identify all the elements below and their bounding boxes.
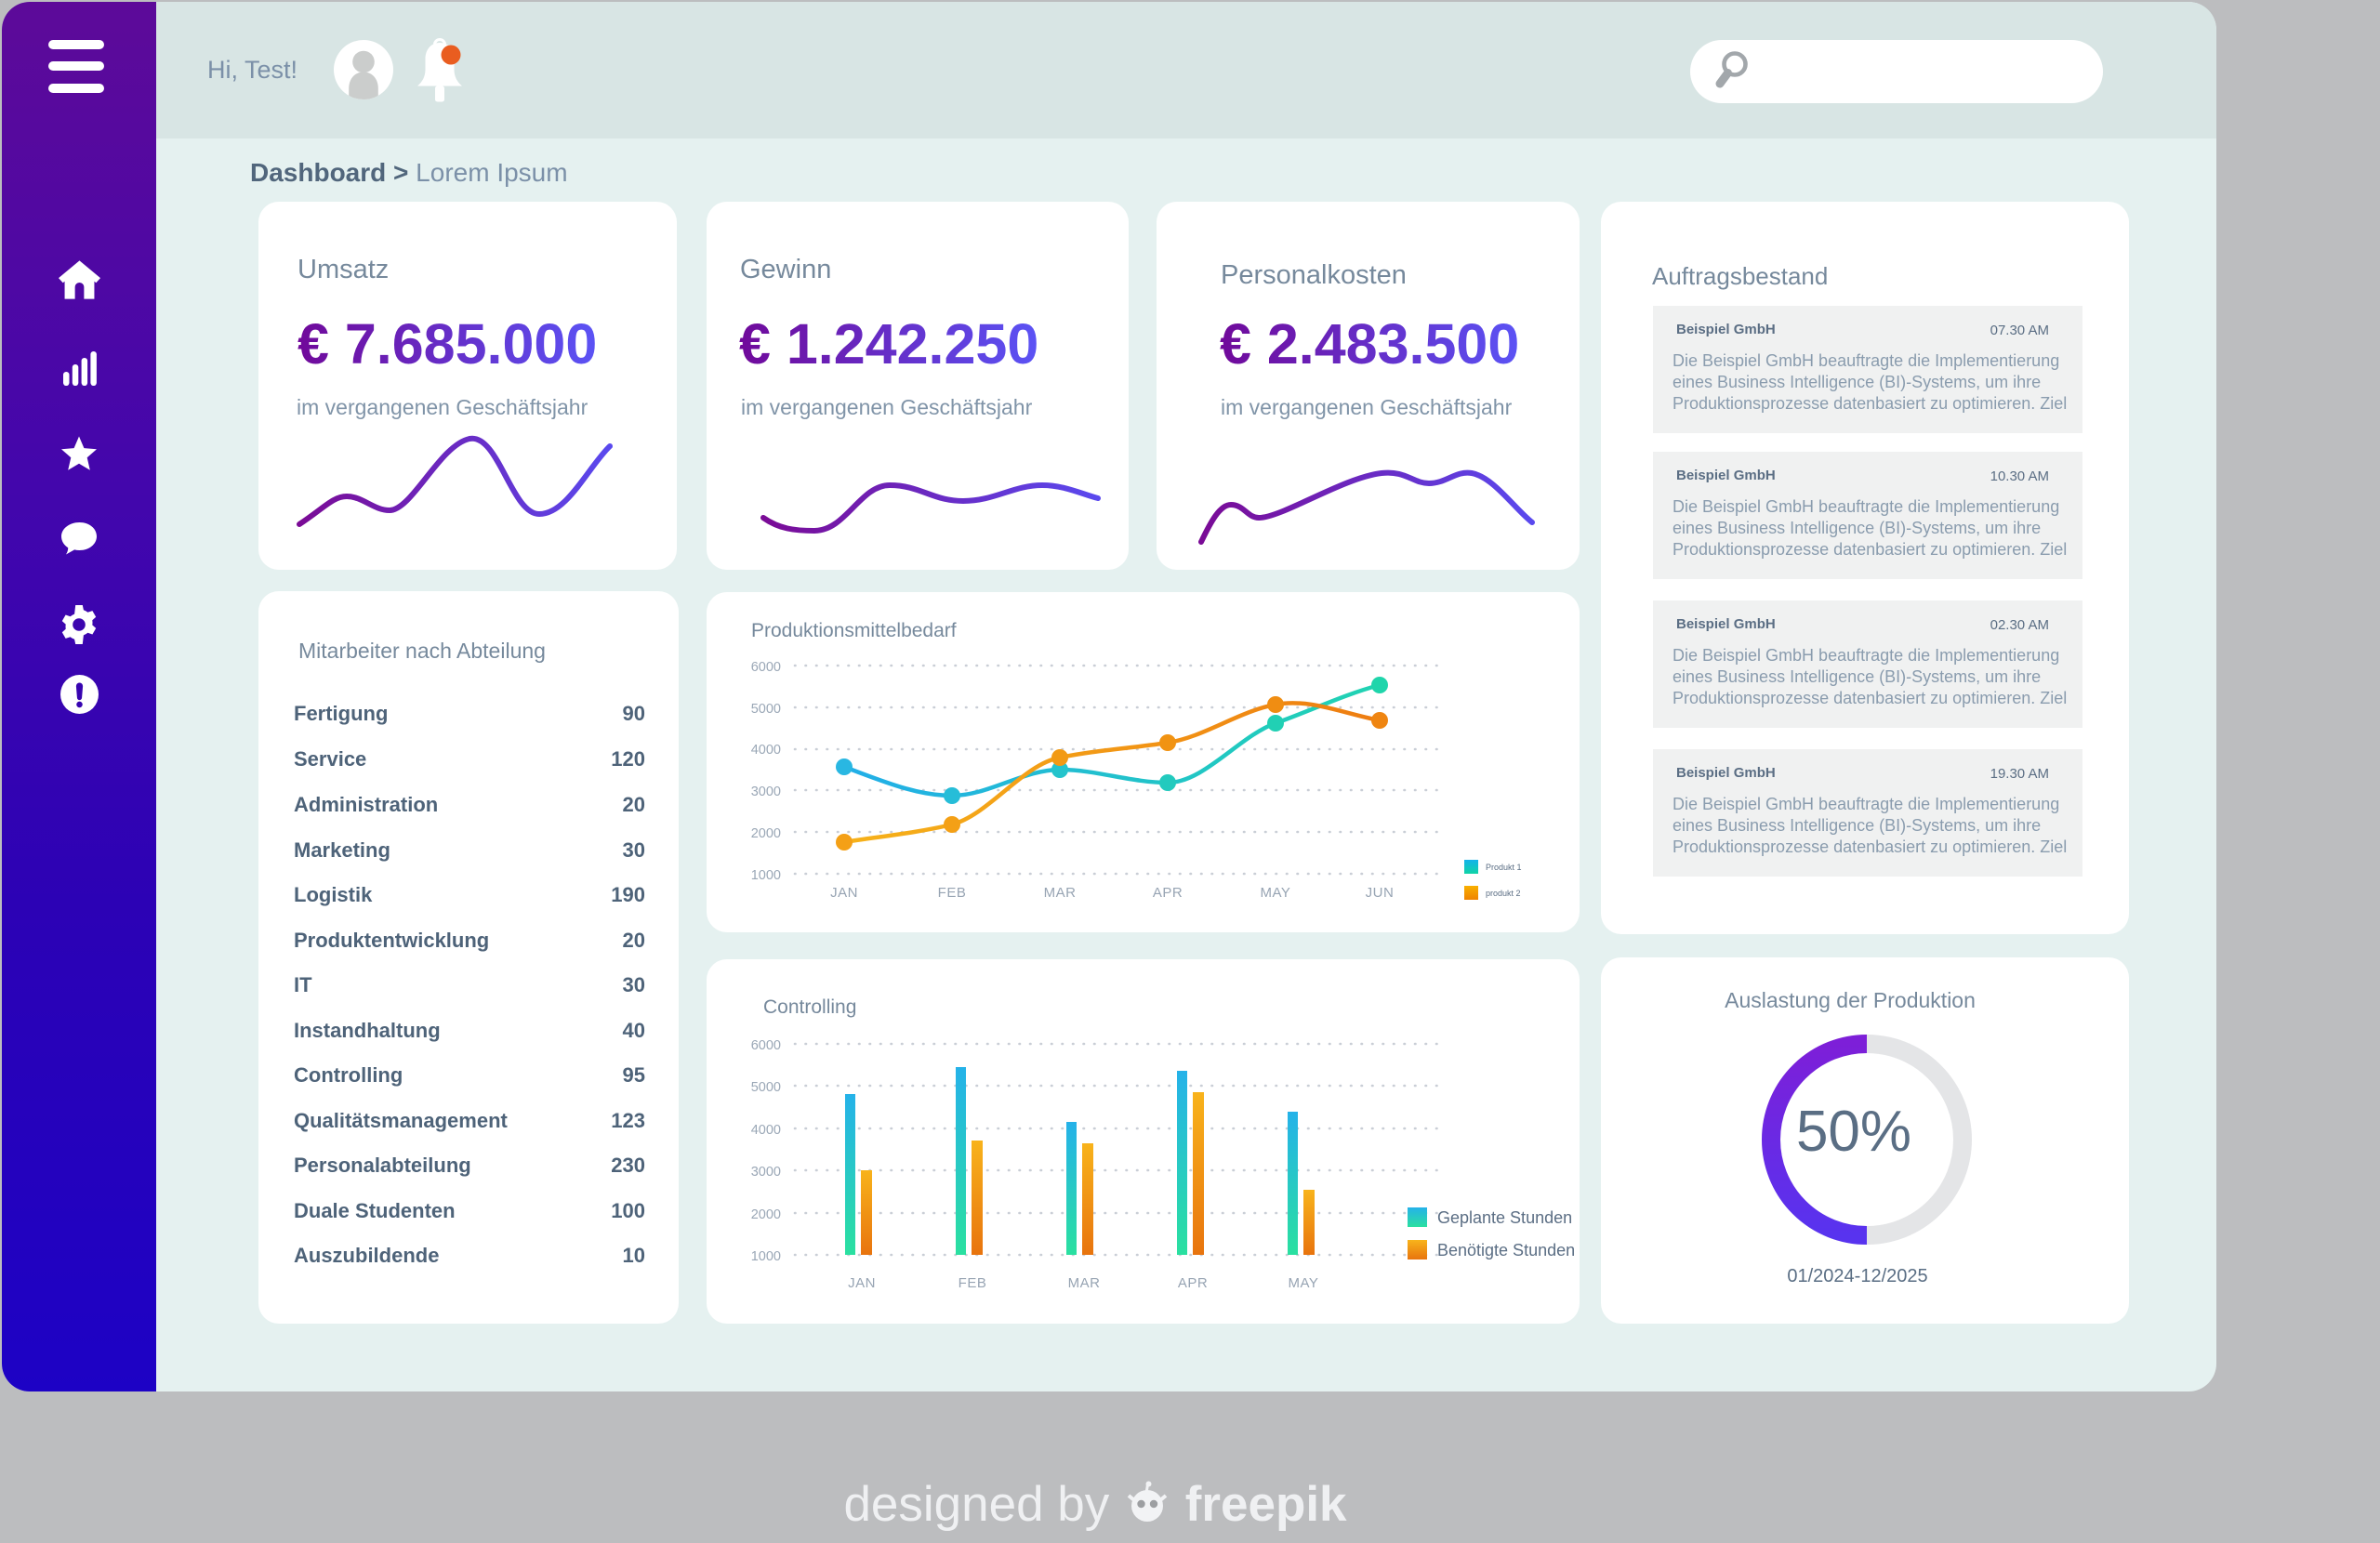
svg-text:2000: 2000 [751,1207,781,1222]
svg-text:Benötigte Stunden: Benötigte Stunden [1437,1241,1575,1259]
svg-text:FEB: FEB [938,885,967,901]
svg-text:JAN: JAN [830,885,858,901]
svg-text:MAR: MAR [1068,1275,1101,1291]
svg-text:2000: 2000 [751,826,781,841]
svg-text:MAY: MAY [1261,885,1291,901]
svg-text:3000: 3000 [751,785,781,799]
svg-text:5000: 5000 [751,702,781,717]
svg-text:3000: 3000 [751,1165,781,1180]
svg-text:4000: 4000 [751,743,781,758]
svg-text:4000: 4000 [751,1123,781,1138]
svg-text:Geplante Stunden: Geplante Stunden [1437,1208,1572,1227]
svg-text:APR: APR [1153,885,1183,901]
svg-text:JAN: JAN [848,1275,876,1291]
svg-text:Produkt 1: Produkt 1 [1486,863,1522,872]
svg-text:JUN: JUN [1366,885,1395,901]
svg-text:1000: 1000 [751,868,781,883]
svg-text:FEB: FEB [959,1275,987,1291]
svg-text:1000: 1000 [751,1249,781,1264]
svg-text:5000: 5000 [751,1080,781,1095]
svg-text:MAY: MAY [1289,1275,1319,1291]
svg-text:APR: APR [1178,1275,1208,1291]
svg-text:MAR: MAR [1044,885,1077,901]
svg-text:6000: 6000 [751,1038,781,1053]
svg-text:6000: 6000 [751,660,781,675]
svg-text:produkt 2: produkt 2 [1486,889,1521,898]
